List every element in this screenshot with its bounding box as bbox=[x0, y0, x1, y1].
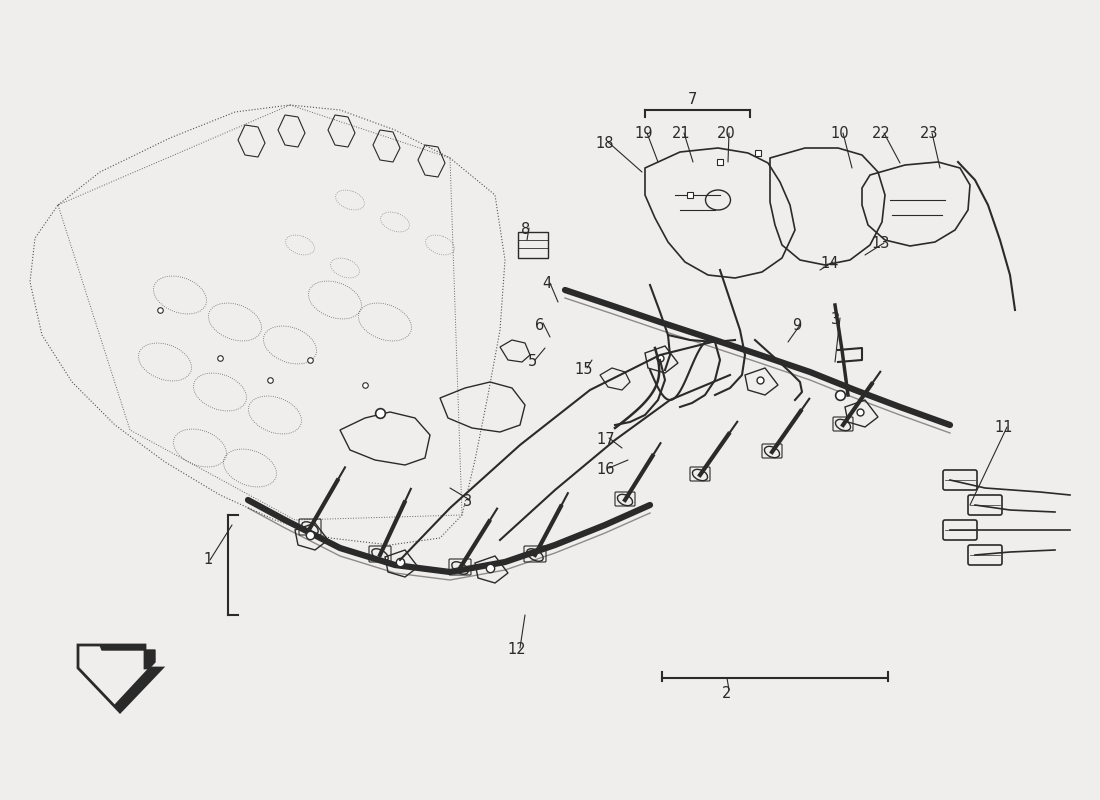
Text: 14: 14 bbox=[821, 255, 839, 270]
Text: 3: 3 bbox=[462, 494, 472, 510]
Text: 13: 13 bbox=[872, 237, 890, 251]
Text: 15: 15 bbox=[574, 362, 593, 377]
Text: 16: 16 bbox=[596, 462, 615, 477]
Text: 23: 23 bbox=[920, 126, 938, 142]
Text: 20: 20 bbox=[716, 126, 736, 142]
Text: 12: 12 bbox=[508, 642, 526, 657]
Text: 4: 4 bbox=[542, 277, 551, 291]
Text: 3: 3 bbox=[832, 313, 840, 327]
Text: 21: 21 bbox=[672, 126, 691, 142]
Text: 6: 6 bbox=[536, 318, 544, 333]
Text: 2: 2 bbox=[723, 686, 732, 701]
Text: 9: 9 bbox=[792, 318, 802, 334]
Text: 18: 18 bbox=[596, 135, 614, 150]
Text: 22: 22 bbox=[871, 126, 890, 142]
Text: 17: 17 bbox=[596, 431, 615, 446]
Text: 7: 7 bbox=[688, 91, 696, 106]
Text: 10: 10 bbox=[830, 126, 849, 142]
Text: 5: 5 bbox=[527, 354, 537, 370]
Text: 8: 8 bbox=[521, 222, 530, 237]
Text: 19: 19 bbox=[635, 126, 653, 142]
Text: 1: 1 bbox=[204, 553, 212, 567]
Polygon shape bbox=[100, 645, 162, 712]
Text: 11: 11 bbox=[994, 421, 1013, 435]
